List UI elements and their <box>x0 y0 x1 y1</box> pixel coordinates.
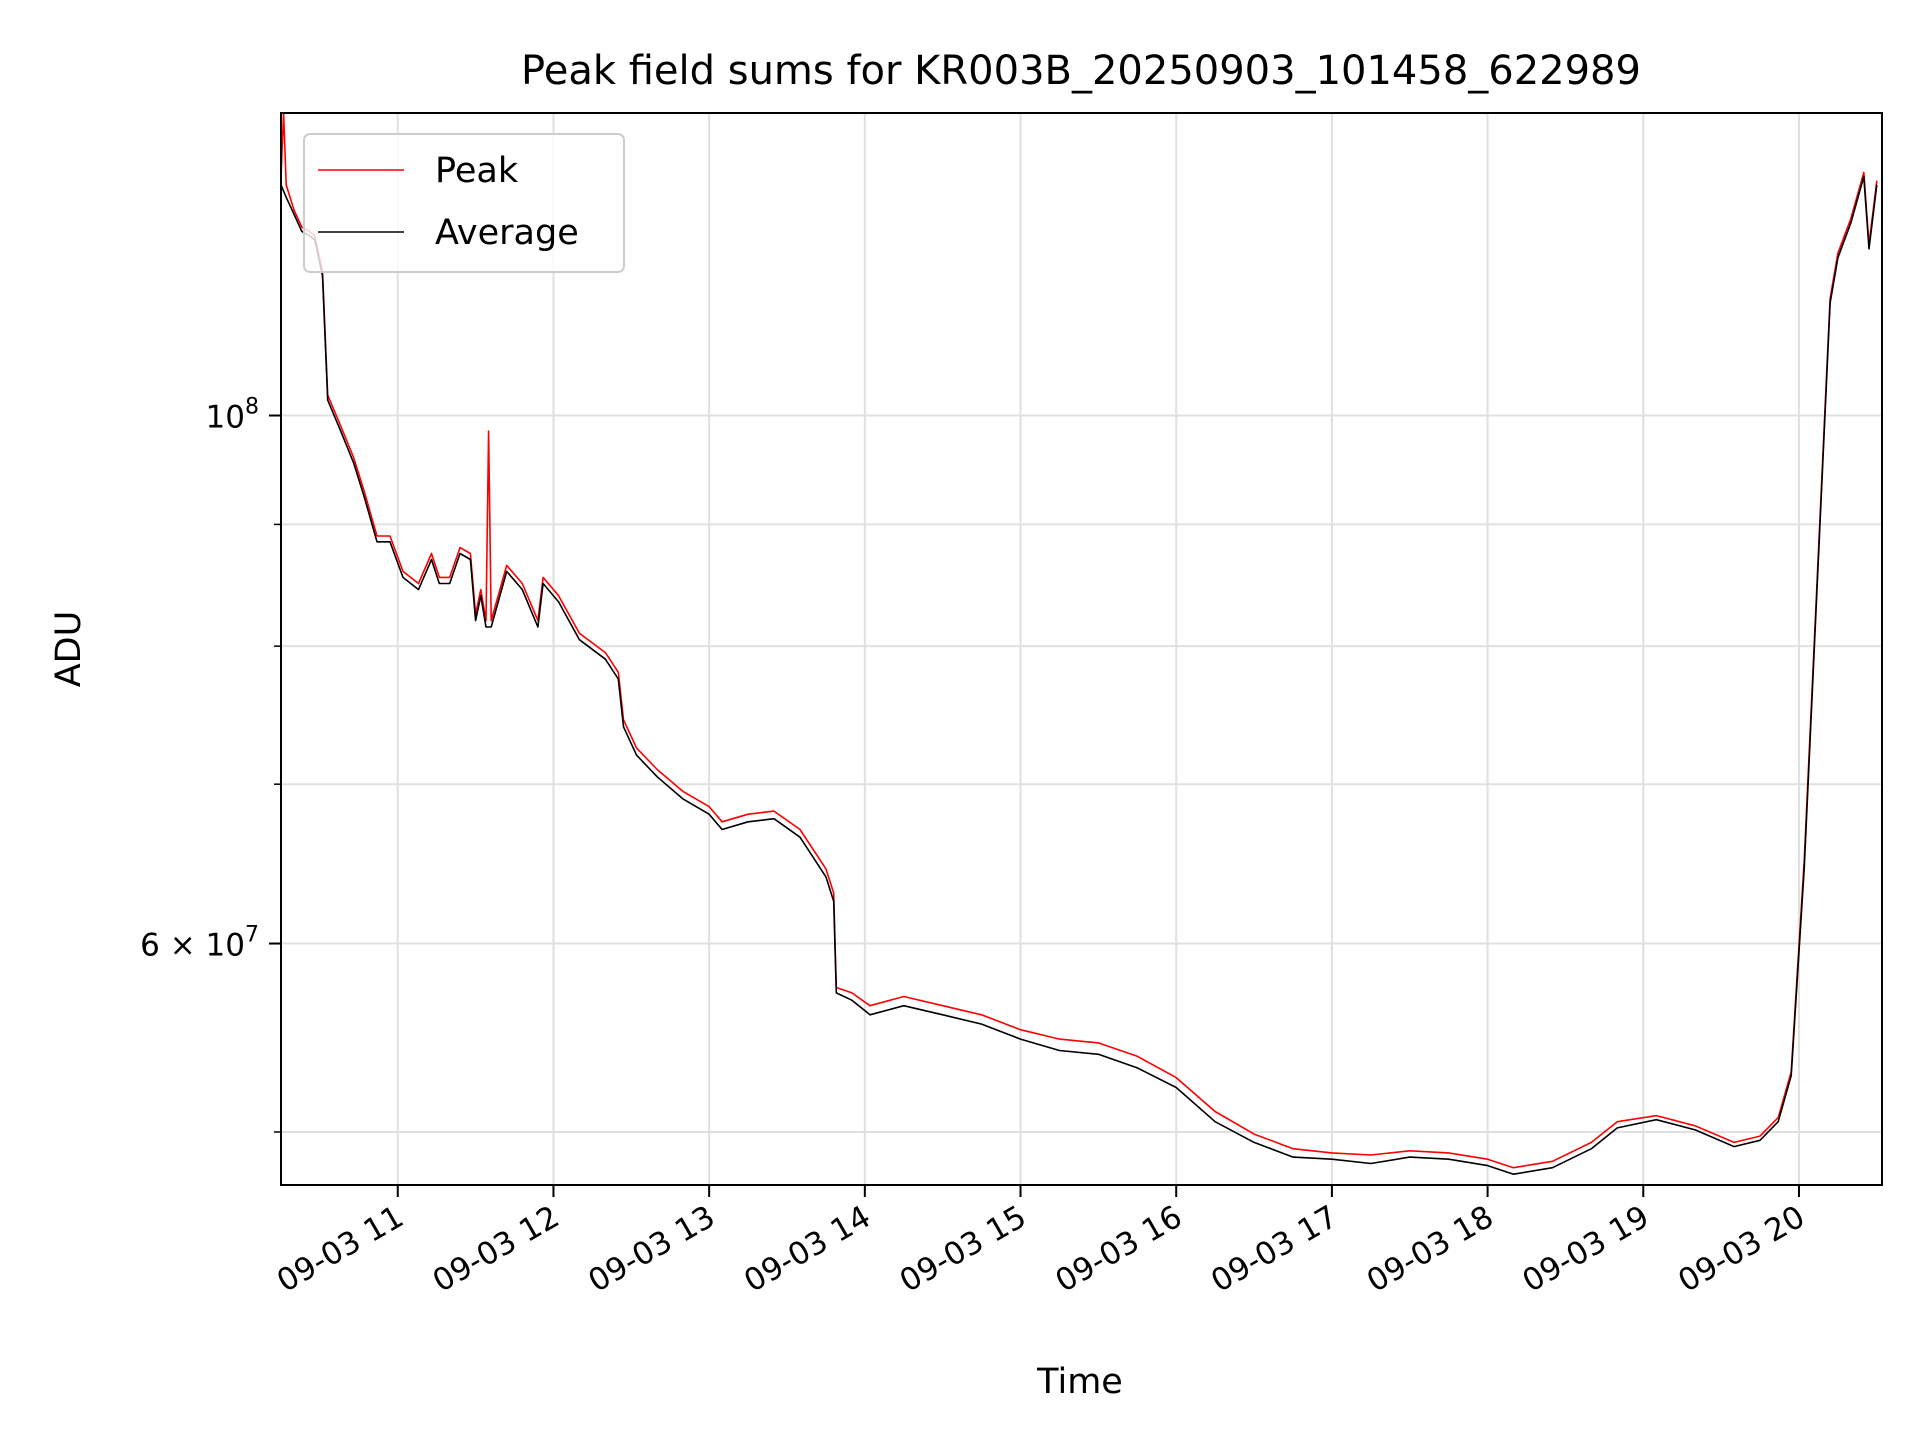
legend-label-average: Average <box>435 213 579 253</box>
grid <box>281 113 1882 1185</box>
plot-area-frame <box>280 112 1883 1186</box>
y-axis-label: ADU <box>49 611 89 688</box>
y-tick-label: 6 × 107 <box>140 923 259 964</box>
series-line-average <box>280 175 1878 1175</box>
x-axis-label: Time <box>1036 1362 1123 1402</box>
series-line-peak <box>280 112 1878 1169</box>
y-tick-label: 108 <box>206 395 259 436</box>
legend-label-peak: Peak <box>435 151 519 191</box>
legend: Peak Average <box>303 133 625 273</box>
chart-title: Peak field sums for KR003B_20250903_1014… <box>521 48 1641 94</box>
legend-box <box>303 133 625 273</box>
series-layer <box>280 112 1878 1175</box>
y-axis: 108 6 × 107 <box>140 395 281 1133</box>
